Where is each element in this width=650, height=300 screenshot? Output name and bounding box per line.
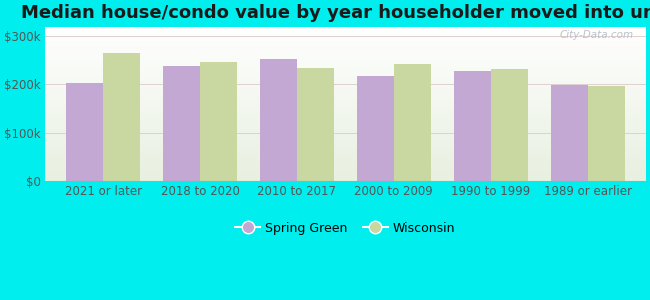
Text: City-Data.com: City-Data.com: [560, 30, 634, 40]
Bar: [394, 64, 431, 181]
Bar: [551, 85, 588, 181]
Bar: [357, 76, 394, 181]
Bar: [103, 53, 140, 181]
Bar: [491, 69, 528, 181]
Bar: [200, 62, 237, 181]
Bar: [66, 83, 103, 181]
Bar: [297, 68, 333, 181]
Bar: [588, 86, 625, 181]
Bar: [260, 59, 297, 181]
Bar: [163, 66, 200, 181]
Bar: [454, 71, 491, 181]
Legend: Spring Green, Wisconsin: Spring Green, Wisconsin: [231, 217, 460, 240]
Title: Median house/condo value by year householder moved into unit: Median house/condo value by year househo…: [21, 4, 650, 22]
